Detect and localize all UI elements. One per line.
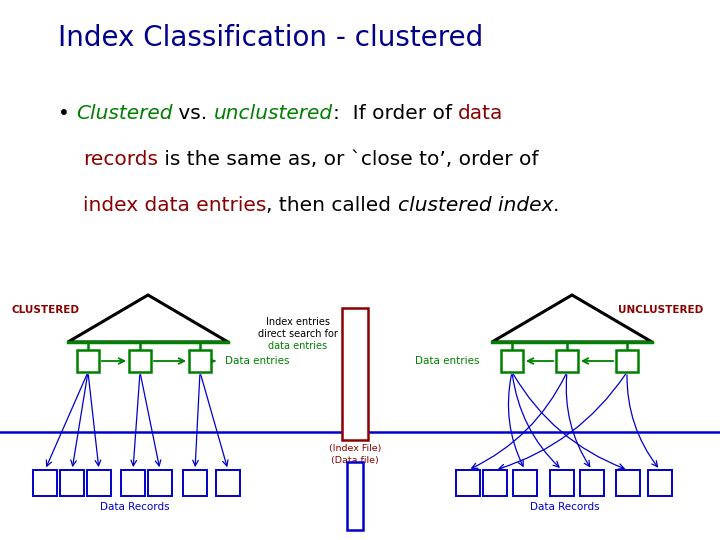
Text: records: records xyxy=(83,150,158,169)
Bar xyxy=(456,470,480,496)
Text: .: . xyxy=(553,195,559,215)
Bar xyxy=(148,470,172,496)
Bar xyxy=(648,470,672,496)
Bar xyxy=(77,350,99,372)
Text: Data Records: Data Records xyxy=(100,502,170,512)
Bar xyxy=(556,350,578,372)
Bar xyxy=(216,470,240,496)
Bar xyxy=(501,350,523,372)
Text: unclustered: unclustered xyxy=(214,104,333,123)
Bar xyxy=(342,308,368,440)
Bar xyxy=(616,350,638,372)
Text: Data entries: Data entries xyxy=(415,356,480,366)
Text: (Index File): (Index File) xyxy=(329,443,381,453)
Text: UNCLUSTERED: UNCLUSTERED xyxy=(618,305,703,315)
Bar xyxy=(483,470,507,496)
Bar xyxy=(87,470,111,496)
Text: , then called: , then called xyxy=(266,195,397,215)
Text: Data Records: Data Records xyxy=(530,502,600,512)
Text: •: • xyxy=(58,104,76,123)
Bar xyxy=(616,470,640,496)
Text: direct search for: direct search for xyxy=(258,329,338,339)
Text: Clustered: Clustered xyxy=(76,104,172,123)
Text: is the same as, or `close to’, order of: is the same as, or `close to’, order of xyxy=(158,150,539,169)
Bar xyxy=(347,462,363,530)
Bar xyxy=(121,470,145,496)
Text: clustered index: clustered index xyxy=(397,195,553,215)
Text: CLUSTERED: CLUSTERED xyxy=(12,305,80,315)
Bar xyxy=(33,470,57,496)
Bar xyxy=(550,470,574,496)
Bar xyxy=(189,350,211,372)
Bar xyxy=(580,470,604,496)
Text: data entries: data entries xyxy=(269,341,328,351)
Text: data: data xyxy=(459,104,504,123)
Text: (Data file): (Data file) xyxy=(331,456,379,464)
Text: index data entries: index data entries xyxy=(83,195,266,215)
Bar xyxy=(129,350,151,372)
Bar xyxy=(60,470,84,496)
Text: Data entries: Data entries xyxy=(225,356,289,366)
Bar xyxy=(513,470,537,496)
Bar xyxy=(183,470,207,496)
Text: vs.: vs. xyxy=(172,104,214,123)
Text: Index Classification - clustered: Index Classification - clustered xyxy=(58,24,483,52)
Text: :  If order of: : If order of xyxy=(333,104,459,123)
Text: Index entries: Index entries xyxy=(266,317,330,327)
